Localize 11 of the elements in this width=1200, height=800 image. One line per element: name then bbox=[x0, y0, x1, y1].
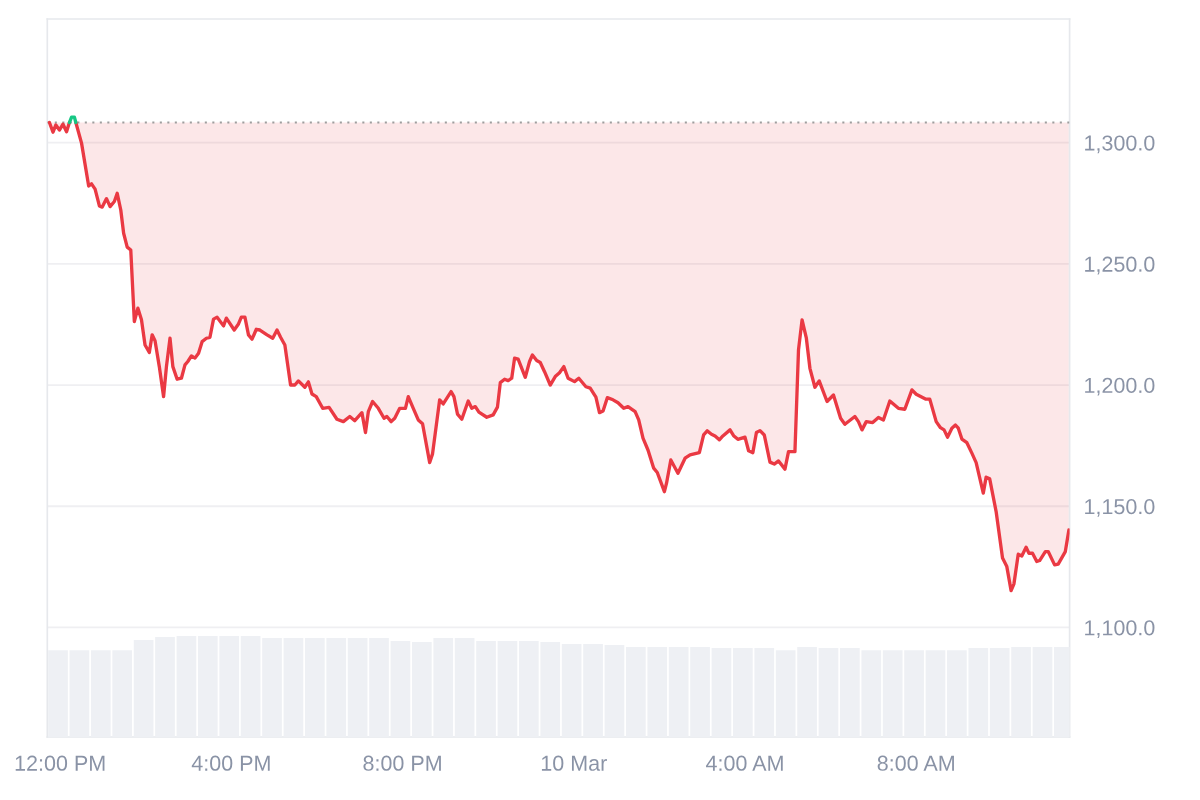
y-tick-label: 1,100.0 bbox=[1085, 620, 1155, 638]
x-tick-label: 4:00 PM bbox=[191, 755, 270, 771]
x-tick-label: 8:00 AM bbox=[877, 755, 954, 771]
y-tick-label: 1,250.0 bbox=[1085, 256, 1155, 275]
x-tick-label: 4:00 AM bbox=[706, 755, 783, 771]
y-tick-label: 1,200.0 bbox=[1085, 377, 1155, 396]
x-tick-label: 8:00 PM bbox=[363, 755, 441, 771]
y-tick-label: 1,300.0 bbox=[1085, 135, 1155, 154]
x-tick-label: 10 Mar bbox=[541, 755, 607, 771]
x-tick-label: 12:00 PM bbox=[15, 755, 105, 771]
y-tick-label: 1,150.0 bbox=[1085, 499, 1155, 517]
